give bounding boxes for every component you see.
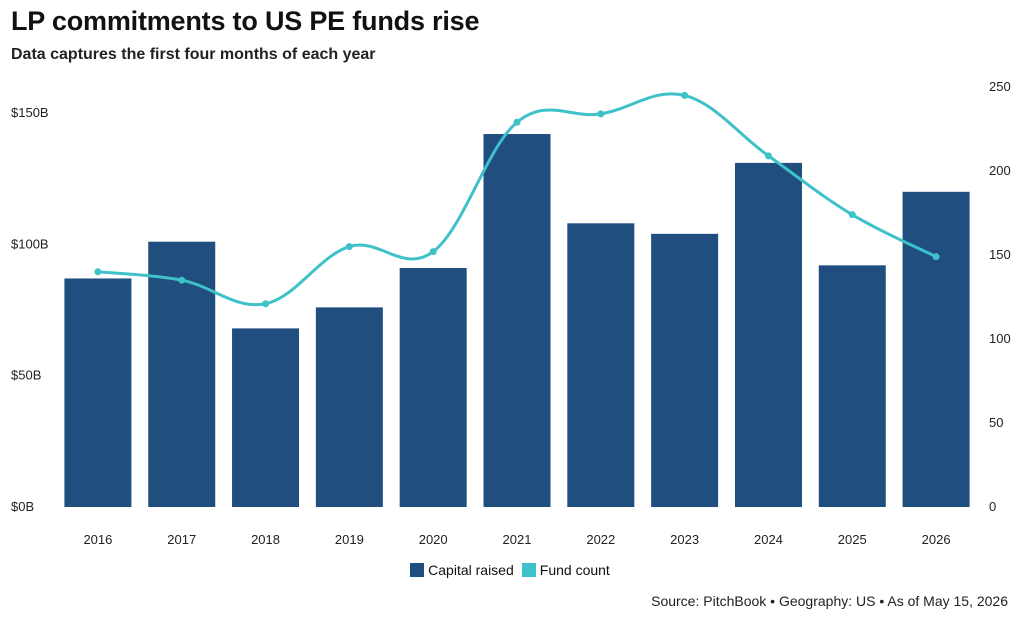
fund-count-point-2021	[513, 118, 521, 126]
legend-item-capital: Capital raised	[410, 562, 514, 578]
left-tick-label: $150B	[11, 105, 49, 120]
bar-2022	[567, 223, 635, 507]
bar-2019	[315, 307, 383, 507]
right-tick-label: 0	[989, 499, 996, 514]
fund-count-point-2026	[932, 253, 940, 261]
right-tick-label: 100	[989, 331, 1011, 346]
bar-2017	[148, 241, 216, 507]
bar-2026	[902, 191, 970, 508]
x-tick-label: 2021	[503, 532, 532, 547]
fund-count-point-2019	[345, 243, 353, 251]
legend-swatch-capital	[410, 563, 425, 577]
legend: Capital raised Fund count	[0, 562, 1020, 578]
bar-2018	[232, 328, 300, 507]
fund-count-point-2020	[429, 248, 437, 256]
right-tick-label: 200	[989, 163, 1011, 178]
x-tick-label: 2026	[922, 532, 951, 547]
line-series	[94, 91, 940, 308]
fund-count-point-2023	[681, 91, 689, 99]
chart-subtitle: Data captures the first four months of e…	[11, 46, 376, 63]
legend-item-fund-count: Fund count	[521, 562, 610, 578]
left-tick-label: $50B	[11, 368, 41, 383]
left-axis: $0B $50B $100B $150B	[11, 105, 49, 514]
bar-series	[64, 134, 970, 508]
fund-count-point-2022	[597, 110, 605, 118]
right-tick-label: 250	[989, 79, 1011, 94]
bar-2021	[483, 134, 551, 507]
fund-count-point-2016	[94, 268, 102, 276]
bar-2025	[818, 265, 886, 507]
x-tick-label: 2023	[670, 532, 699, 547]
bar-2023	[651, 233, 719, 507]
right-tick-label: 50	[989, 415, 1003, 430]
x-axis: 2016 2017 2018 2019 2020 2021 2022 2023 2024 2025…	[83, 532, 950, 547]
x-tick-label: 2024	[754, 532, 783, 547]
x-tick-label: 2019	[335, 532, 364, 547]
fund-count-point-2025	[848, 211, 856, 219]
right-axis: 0 50 100 150 200 250	[989, 79, 1011, 514]
left-tick-label: $0B	[11, 499, 34, 514]
legend-label-capital: Capital raised	[428, 562, 514, 578]
legend-label-fund-count: Fund count	[539, 562, 610, 578]
left-tick-label: $100B	[11, 236, 49, 251]
bar-2020	[399, 267, 467, 507]
fund-count-point-2017	[178, 276, 186, 284]
source-note: Source: PitchBook • Geography: US • As o…	[651, 593, 1008, 609]
chart-title: LP commitments to US PE funds rise	[11, 6, 480, 36]
x-tick-label: 2017	[167, 532, 196, 547]
right-tick-label: 150	[989, 247, 1011, 262]
legend-swatch-fund-count	[521, 563, 536, 577]
x-tick-label: 2020	[419, 532, 448, 547]
x-tick-label: 2016	[83, 532, 112, 547]
x-tick-label: 2018	[251, 532, 280, 547]
fund-count-point-2024	[764, 152, 772, 160]
x-tick-label: 2022	[586, 532, 615, 547]
bar-2016	[64, 278, 132, 507]
fund-count-point-2018	[262, 300, 270, 308]
bar-2024	[734, 162, 802, 507]
x-tick-label: 2025	[838, 532, 867, 547]
